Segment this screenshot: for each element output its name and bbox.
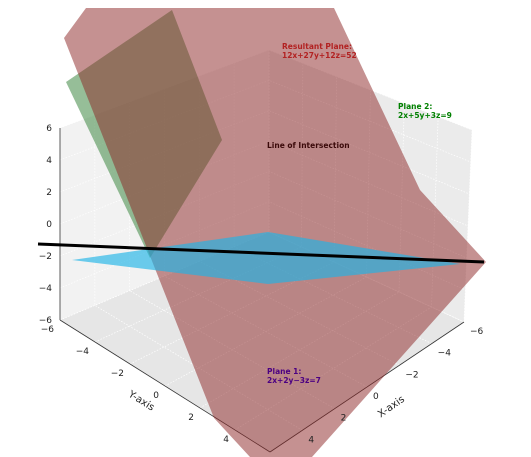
y-tick-label: −2 bbox=[111, 369, 124, 379]
y-tick-label: 0 bbox=[153, 391, 159, 401]
z-tick-label: 6 bbox=[46, 124, 52, 134]
x-gridline bbox=[94, 115, 303, 431]
y-gridline bbox=[94, 63, 304, 343]
plane-1-annotation: Plane 1: 2x+2y−3z=7 bbox=[267, 367, 321, 385]
y-tick-label: 4 bbox=[223, 435, 229, 445]
x-tick-label: 0 bbox=[373, 392, 379, 402]
line-of-intersection bbox=[37, 242, 485, 264]
z-tick-label: 4 bbox=[46, 156, 52, 166]
z-tick-label: −2 bbox=[39, 252, 52, 262]
z-tick-label: −6 bbox=[39, 316, 53, 326]
x-tick-label: −4 bbox=[438, 349, 452, 359]
x-tick-label: 2 bbox=[341, 414, 347, 424]
x-axis-label: X-axis bbox=[376, 394, 407, 420]
y-tick-label: −4 bbox=[76, 347, 90, 357]
x-tick-label: −2 bbox=[405, 370, 418, 380]
y-tick-label: −6 bbox=[41, 325, 55, 335]
resultant-plane-surface bbox=[64, 8, 486, 457]
line-of-intersection-annotation: Line of Intersection bbox=[267, 141, 350, 150]
z-tick-label: 0 bbox=[46, 220, 52, 230]
y-axis-label: Y-axis bbox=[125, 389, 156, 414]
plane-1-surface bbox=[72, 232, 460, 284]
resultant-plane-annotation: Resultant Plane: 12x+27y+12z=52 bbox=[282, 42, 357, 60]
y-tick-label: 2 bbox=[188, 413, 194, 423]
plane-2-annotation: Plane 2: 2x+5y+3z=9 bbox=[398, 102, 452, 120]
tick-labels: −6−6−6−4−4−4−2−2−2000222444666 bbox=[39, 124, 484, 445]
z-tick-label: 2 bbox=[46, 188, 52, 198]
x-tick-label: −6 bbox=[470, 327, 484, 337]
x-tick-label: 4 bbox=[308, 435, 314, 445]
z-tick-label: −4 bbox=[39, 284, 53, 294]
